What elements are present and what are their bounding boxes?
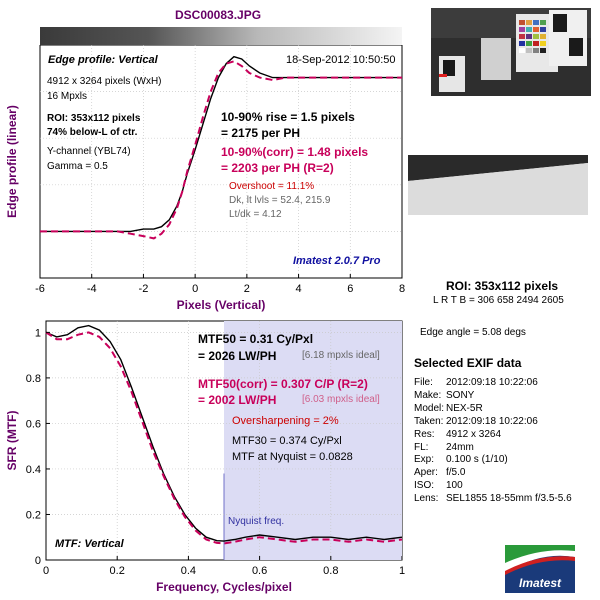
exif-key: File: bbox=[414, 377, 433, 388]
y-tick-label: 0.6 bbox=[26, 418, 41, 430]
exif-value: 24mm bbox=[446, 441, 474, 453]
corr-line-1: 10-90%(corr) = 1.48 pixels bbox=[221, 145, 369, 159]
exif-key: ISO: bbox=[414, 480, 435, 492]
rise-line-1: 10-90% rise = 1.5 pixels bbox=[221, 110, 355, 124]
x-tick-label: 6 bbox=[347, 283, 353, 295]
mtf30: MTF30 = 0.374 Cy/Pxl bbox=[232, 435, 342, 447]
y-tick-label: 0.4 bbox=[26, 464, 41, 476]
corr-line-2: = 2203 per PH (R=2) bbox=[221, 161, 334, 175]
roi-line-2: 74% below-L of ctr. bbox=[47, 127, 138, 138]
edge-panel-label: Edge profile: Vertical bbox=[48, 54, 158, 66]
exif-value: 2012:09:18 10:22:06 bbox=[446, 377, 538, 388]
x-axis-label: Pixels (Vertical) bbox=[177, 298, 266, 312]
x-tick-label: 4 bbox=[296, 283, 302, 295]
mtf-chart: 0 0.2 0.4 0.6 0.8 1 0 0.2 0.4 0.6 0.8 1 Frequency, C… bbox=[5, 320, 405, 594]
y-tick-label: 0.8 bbox=[26, 373, 41, 385]
y-axis-label: SFR (MTF) bbox=[5, 411, 19, 471]
exif-key: Make: bbox=[414, 389, 442, 401]
measured-series-line bbox=[45, 324, 403, 542]
exif-value: 2012:09:18 10:22:06 bbox=[446, 415, 538, 427]
x-tick-label: -2 bbox=[139, 283, 149, 295]
mtf-panel-label: MTF: Vertical bbox=[55, 538, 124, 550]
exif-key: Taken: bbox=[414, 415, 444, 427]
roi-thumbnail bbox=[408, 155, 588, 215]
mtf50-corr-ideal: [6.03 mpxls ideal] bbox=[302, 394, 380, 405]
edge-angle: Edge angle = 5.08 degs bbox=[420, 327, 526, 338]
roi-title: ROI: 353x112 pixels bbox=[446, 279, 559, 293]
mtf50-corr-line-1: MTF50(corr) = 0.307 C/P (R=2) bbox=[198, 377, 368, 391]
exif-title: Selected EXIF data bbox=[414, 356, 522, 370]
x-tick-label: 0 bbox=[192, 283, 198, 295]
exif-value: SONY bbox=[446, 389, 475, 401]
roi-coords: L R T B = 306 658 2494 2605 bbox=[433, 295, 564, 306]
channel-line-1: Y-channel (YBL74) bbox=[47, 146, 131, 157]
roi-line-1: ROI: 353x112 pixels bbox=[47, 113, 141, 124]
file-title: DSC00083.JPG bbox=[175, 8, 262, 22]
edge-gradient-strip bbox=[40, 27, 402, 45]
x-tick-label: 0.6 bbox=[252, 565, 267, 577]
chart-thumbnail-photo bbox=[431, 8, 591, 96]
y-tick-label: 0.2 bbox=[26, 509, 41, 521]
oversharpening: Oversharpening = 2% bbox=[232, 415, 339, 427]
imatest-version: Imatest 2.0.7 Pro bbox=[293, 255, 381, 267]
channel-line-2: Gamma = 0.5 bbox=[47, 161, 108, 172]
dark-light-levels: Dk, lt lvls = 52.4, 215.9 bbox=[229, 195, 331, 206]
exif-key: Model: bbox=[414, 402, 445, 414]
x-tick-label: 1 bbox=[399, 565, 405, 577]
exif-value: 4912 x 3264 bbox=[446, 428, 502, 440]
edge-profile-chart: -6 -4 -2 0 2 4 6 8 Pixels (Vertical) Edge profile… bbox=[5, 45, 405, 312]
exif-value: 0.100 s (1/10) bbox=[446, 454, 508, 466]
mtf-at-nyquist: MTF at Nyquist = 0.0828 bbox=[232, 451, 353, 463]
exif-value: 100 bbox=[446, 480, 463, 492]
imatest-logo: Imatest bbox=[505, 545, 575, 593]
exif-value: NEX-5R bbox=[446, 402, 483, 414]
logo-text: Imatest bbox=[519, 576, 562, 590]
mtf50-line-2: = 2026 LW/PH bbox=[198, 349, 277, 363]
exif-key: Exp: bbox=[414, 454, 435, 466]
mtf50-line-1: MTF50 = 0.31 Cy/Pxl bbox=[198, 332, 314, 346]
exif-key: FL: bbox=[414, 441, 429, 453]
y-tick-label: 0 bbox=[35, 555, 41, 567]
x-tick-label: -6 bbox=[35, 283, 45, 295]
corrected-series-line bbox=[40, 60, 402, 240]
exif-key: Res: bbox=[414, 428, 435, 440]
timestamp: 18-Sep-2012 10:50:50 bbox=[286, 54, 396, 66]
x-tick-label: 0.2 bbox=[110, 565, 125, 577]
x-tick-label: -4 bbox=[87, 283, 97, 295]
mtf50-corr-line-2: = 2002 LW/PH bbox=[198, 393, 277, 407]
x-tick-label: 2 bbox=[244, 283, 250, 295]
plot-frame bbox=[39, 45, 403, 279]
exif-key: Aper: bbox=[414, 467, 438, 479]
x-tick-label: 0 bbox=[43, 565, 49, 577]
y-axis-label: Edge profile (linear) bbox=[5, 105, 19, 218]
x-tick-label: 8 bbox=[399, 283, 405, 295]
exif-key: Lens: bbox=[414, 493, 439, 505]
mtf50-ideal: [6.18 mpxls ideal] bbox=[302, 350, 380, 361]
x-tick-label: 0.4 bbox=[181, 565, 196, 577]
overshoot: Overshoot = 11.1% bbox=[229, 181, 315, 192]
x-axis-label: Frequency, Cycles/pixel bbox=[156, 580, 292, 594]
info-line-2: 16 Mpxls bbox=[47, 91, 88, 102]
nyquist-region bbox=[224, 321, 402, 560]
corrected-series-line bbox=[45, 331, 403, 545]
nyquist-label: Nyquist freq. bbox=[228, 516, 285, 527]
y-tick-label: 1 bbox=[35, 327, 41, 339]
x-tick-label: 0.8 bbox=[323, 565, 338, 577]
light-dark-ratio: Lt/dk = 4.12 bbox=[229, 209, 282, 220]
info-line-1: 4912 x 3264 pixels (WxH) bbox=[47, 76, 162, 87]
exif-value: SEL1855 18-55mm f/3.5-5.6 bbox=[446, 493, 572, 505]
exif-value: f/5.0 bbox=[446, 467, 466, 479]
rise-line-2: = 2175 per PH bbox=[221, 126, 301, 140]
